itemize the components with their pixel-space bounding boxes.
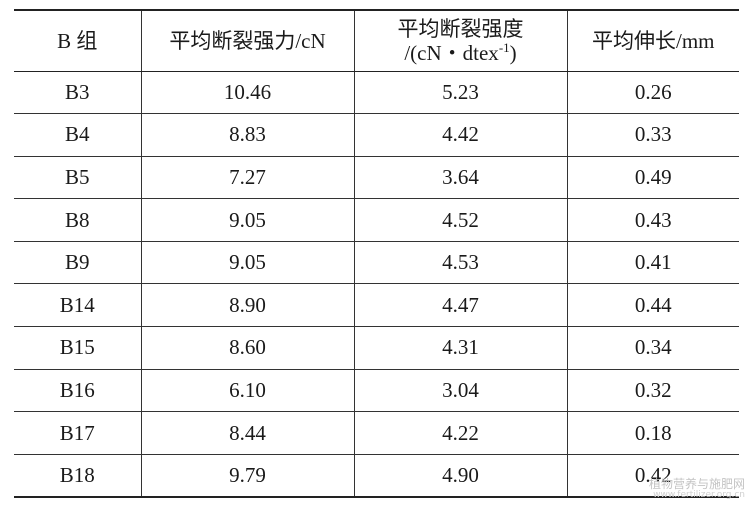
cell-group: B4: [14, 113, 142, 157]
data-table: B 组 平均断裂强力/cN 平均断裂强度 /(cN・dtex-1) 平均伸长/m…: [14, 9, 739, 498]
watermark-name: 植物营养与施肥网: [648, 476, 745, 491]
cell-group: B8: [14, 198, 142, 242]
cell-breaking-tenacity: 5.23: [353, 71, 568, 115]
header-group: B 组: [14, 9, 142, 72]
table-row: B16 6.10 3.04 0.32: [14, 369, 739, 413]
cell-breaking-tenacity: 4.22: [353, 411, 568, 455]
cell-breaking-force: 8.83: [140, 113, 355, 157]
table-row: B8 9.05 4.52 0.43: [14, 198, 739, 242]
watermark: 植物营养与施肥网 www.fertilizer.org.cn: [648, 476, 745, 501]
cell-group: B3: [14, 71, 142, 115]
cell-elongation: 0.43: [566, 198, 739, 242]
cell-elongation: 0.34: [566, 326, 739, 370]
cell-group: B15: [14, 326, 142, 370]
cell-group: B14: [14, 283, 142, 328]
cell-group: B18: [14, 454, 142, 498]
cell-breaking-force: 10.46: [140, 71, 355, 115]
cell-elongation: 0.26: [566, 71, 739, 115]
cell-group: B5: [14, 156, 142, 200]
header-breaking-force: 平均断裂强力/cN: [140, 9, 355, 72]
table-row: B17 8.44 4.22 0.18: [14, 411, 739, 455]
cell-elongation: 0.33: [566, 113, 739, 157]
cell-group: B17: [14, 411, 142, 455]
header-tenacity-line2: /(cN・dtex-1): [355, 41, 567, 65]
cell-breaking-tenacity: 4.53: [353, 241, 568, 285]
cell-elongation: 0.18: [566, 411, 739, 455]
cell-breaking-force: 8.90: [140, 283, 355, 328]
watermark-url: www.fertilizer.org.cn: [653, 490, 745, 501]
table-row: B18 9.79 4.90 0.42: [14, 454, 739, 498]
cell-breaking-force: 6.10: [140, 369, 355, 413]
cell-elongation: 0.44: [566, 283, 739, 328]
cell-breaking-tenacity: 3.04: [353, 369, 568, 413]
table-row: B4 8.83 4.42 0.33: [14, 113, 739, 157]
cell-breaking-tenacity: 4.52: [353, 198, 568, 242]
table-header: B 组 平均断裂强力/cN 平均断裂强度 /(cN・dtex-1) 平均伸长/m…: [14, 9, 739, 72]
cell-breaking-force: 7.27: [140, 156, 355, 200]
header-row: B 组 平均断裂强力/cN 平均断裂强度 /(cN・dtex-1) 平均伸长/m…: [14, 9, 739, 72]
cell-elongation: 0.41: [566, 241, 739, 285]
cell-breaking-force: 9.05: [140, 241, 355, 285]
header-tenacity-unit: /(cN・dtex: [404, 40, 499, 65]
cell-breaking-tenacity: 4.47: [353, 283, 568, 328]
table-row: B9 9.05 4.53 0.41: [14, 241, 739, 285]
cell-breaking-force: 8.44: [140, 411, 355, 455]
cell-breaking-force: 9.05: [140, 198, 355, 242]
table-row: B3 10.46 5.23 0.26: [14, 71, 739, 115]
cell-group: B9: [14, 241, 142, 285]
table-row: B5 7.27 3.64 0.49: [14, 156, 739, 200]
cell-breaking-tenacity: 4.90: [353, 454, 568, 498]
table-body: B3 10.46 5.23 0.26 B4 8.83 4.42 0.33 B5 7.27 3.64 0…: [14, 71, 739, 498]
cell-breaking-tenacity: 4.42: [353, 113, 568, 157]
header-elongation: 平均伸长/mm: [566, 9, 739, 72]
header-tenacity-line1: 平均断裂强度: [397, 16, 524, 41]
table-row: B15 8.60 4.31 0.34: [14, 326, 739, 370]
table-row: B14 8.90 4.47 0.44: [14, 283, 739, 328]
header-tenacity-exponent: -1: [498, 39, 510, 55]
cell-elongation: 0.49: [566, 156, 739, 200]
cell-breaking-force: 8.60: [140, 326, 355, 370]
header-breaking-tenacity: 平均断裂强度 /(cN・dtex-1): [353, 9, 568, 72]
cell-breaking-force: 9.79: [140, 454, 355, 498]
cell-breaking-tenacity: 4.31: [353, 326, 568, 370]
header-tenacity-close: ): [509, 40, 517, 65]
cell-group: B16: [14, 369, 142, 413]
cell-elongation: 0.42: [566, 454, 739, 498]
cell-elongation: 0.32: [566, 369, 739, 413]
cell-breaking-tenacity: 3.64: [353, 156, 568, 200]
